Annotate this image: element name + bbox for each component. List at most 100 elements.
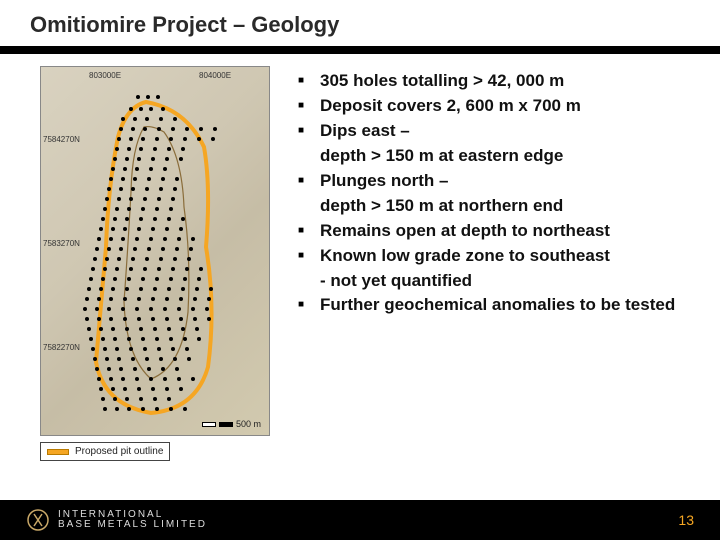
- drill-hole-dot: [113, 277, 117, 281]
- drill-hole-dot: [85, 297, 89, 301]
- drill-hole-dot: [137, 317, 141, 321]
- drill-hole-dot: [131, 187, 135, 191]
- drill-hole-dot: [123, 317, 127, 321]
- drill-hole-dot: [191, 307, 195, 311]
- drill-hole-dot: [199, 127, 203, 131]
- drill-hole-dot: [179, 227, 183, 231]
- drill-hole-dot: [109, 237, 113, 241]
- drill-hole-dot: [103, 267, 107, 271]
- drill-hole-dot: [147, 177, 151, 181]
- drill-hole-dot: [171, 347, 175, 351]
- scale-seg-2: [219, 422, 233, 427]
- drill-hole-dot: [113, 217, 117, 221]
- slide: Omitiomire Project – Geology 803000E8040…: [0, 0, 720, 540]
- drill-hole-dot: [185, 127, 189, 131]
- drill-hole-dot: [97, 317, 101, 321]
- drill-hole-dot: [129, 347, 133, 351]
- drill-hole-dot: [99, 327, 103, 331]
- drill-hole-dot: [135, 237, 139, 241]
- drill-hole-dot: [165, 227, 169, 231]
- drill-hole-dot: [111, 227, 115, 231]
- drill-hole-dot: [105, 257, 109, 261]
- drill-hole-dot: [155, 207, 159, 211]
- slide-title: Omitiomire Project – Geology: [30, 12, 690, 38]
- drill-hole-dot: [121, 237, 125, 241]
- bullet-subline: depth > 150 m at northern end: [298, 195, 690, 218]
- drill-hole-dot: [129, 197, 133, 201]
- drill-hole-dot: [97, 297, 101, 301]
- drill-hole-dot: [139, 147, 143, 151]
- drill-hole-dot: [123, 167, 127, 171]
- drill-hole-dot: [175, 177, 179, 181]
- drill-hole-dot: [163, 237, 167, 241]
- drill-hole-dot: [147, 247, 151, 251]
- drill-hole-dot: [207, 317, 211, 321]
- drill-hole-dot: [157, 197, 161, 201]
- drill-hole-dot: [156, 95, 160, 99]
- drill-hole-dot: [167, 217, 171, 221]
- drill-hole-dot: [171, 267, 175, 271]
- drill-hole-dot: [185, 347, 189, 351]
- bullet-item: Plunges north –: [298, 170, 690, 193]
- drill-hole-dot: [187, 257, 191, 261]
- drill-hole-dot: [123, 387, 127, 391]
- footer-bar: INTERNATIONAL BASE METALS LIMITED 13: [0, 500, 720, 540]
- scale-seg-1: [202, 422, 216, 427]
- bullet-item: Known low grade zone to southeast: [298, 245, 690, 268]
- scale-bar: 500 m: [202, 419, 261, 429]
- drill-hole-dot: [133, 247, 137, 251]
- drill-hole-dot: [207, 297, 211, 301]
- drill-hole-dot: [85, 317, 89, 321]
- drill-hole-dot: [99, 387, 103, 391]
- drill-hole-dot: [205, 307, 209, 311]
- drill-hole-dot: [109, 317, 113, 321]
- drill-hole-dot: [115, 147, 119, 151]
- drill-hole-dot: [127, 337, 131, 341]
- bullet-subline: - not yet quantified: [298, 270, 690, 293]
- drill-hole-dot: [169, 337, 173, 341]
- drill-hole-dot: [139, 217, 143, 221]
- drill-hole-dot: [133, 117, 137, 121]
- drill-hole-dot: [109, 177, 113, 181]
- drill-hole-dot: [87, 327, 91, 331]
- drill-hole-dot: [117, 357, 121, 361]
- logo-mark-icon: [26, 508, 50, 532]
- drill-hole-dot: [141, 337, 145, 341]
- drill-hole-dot: [153, 397, 157, 401]
- drill-hole-dot: [115, 407, 119, 411]
- drill-hole-dot: [165, 157, 169, 161]
- drill-hole-dot: [165, 297, 169, 301]
- drill-hole-dot: [117, 137, 121, 141]
- bullet-item: 305 holes totalling > 42, 000 m: [298, 70, 690, 93]
- drill-hole-dot: [103, 207, 107, 211]
- drill-hole-dot: [153, 147, 157, 151]
- drill-hole-dot: [117, 197, 121, 201]
- drill-hole-dot: [157, 127, 161, 131]
- drill-hole-dot: [113, 157, 117, 161]
- drill-hole-dot: [175, 367, 179, 371]
- drill-hole-dot: [111, 387, 115, 391]
- drill-hole-dot: [115, 207, 119, 211]
- drill-hole-dot: [177, 237, 181, 241]
- drill-hole-dot: [165, 317, 169, 321]
- bullet-item: Dips east –: [298, 120, 690, 143]
- drill-hole-dot: [143, 127, 147, 131]
- drill-hole-dot: [131, 127, 135, 131]
- bullet-item: Deposit covers 2, 600 m x 700 m: [298, 95, 690, 118]
- drill-hole-dot: [189, 247, 193, 251]
- drill-hole-dot: [155, 137, 159, 141]
- drill-hole-dot: [107, 187, 111, 191]
- drill-hole-dot: [149, 307, 153, 311]
- drill-hole-dot: [181, 217, 185, 221]
- page-number: 13: [678, 512, 694, 528]
- drill-hole-dot: [107, 367, 111, 371]
- drill-hole-dot: [103, 347, 107, 351]
- drill-hole-dot: [133, 367, 137, 371]
- drill-hole-dot: [161, 177, 165, 181]
- drill-hole-dot: [149, 107, 153, 111]
- drill-hole-dot: [161, 247, 165, 251]
- logo-text: INTERNATIONAL BASE METALS LIMITED: [58, 510, 207, 531]
- drill-hole-dot: [213, 127, 217, 131]
- drill-hole-dot: [167, 287, 171, 291]
- drill-hole-dot: [163, 377, 167, 381]
